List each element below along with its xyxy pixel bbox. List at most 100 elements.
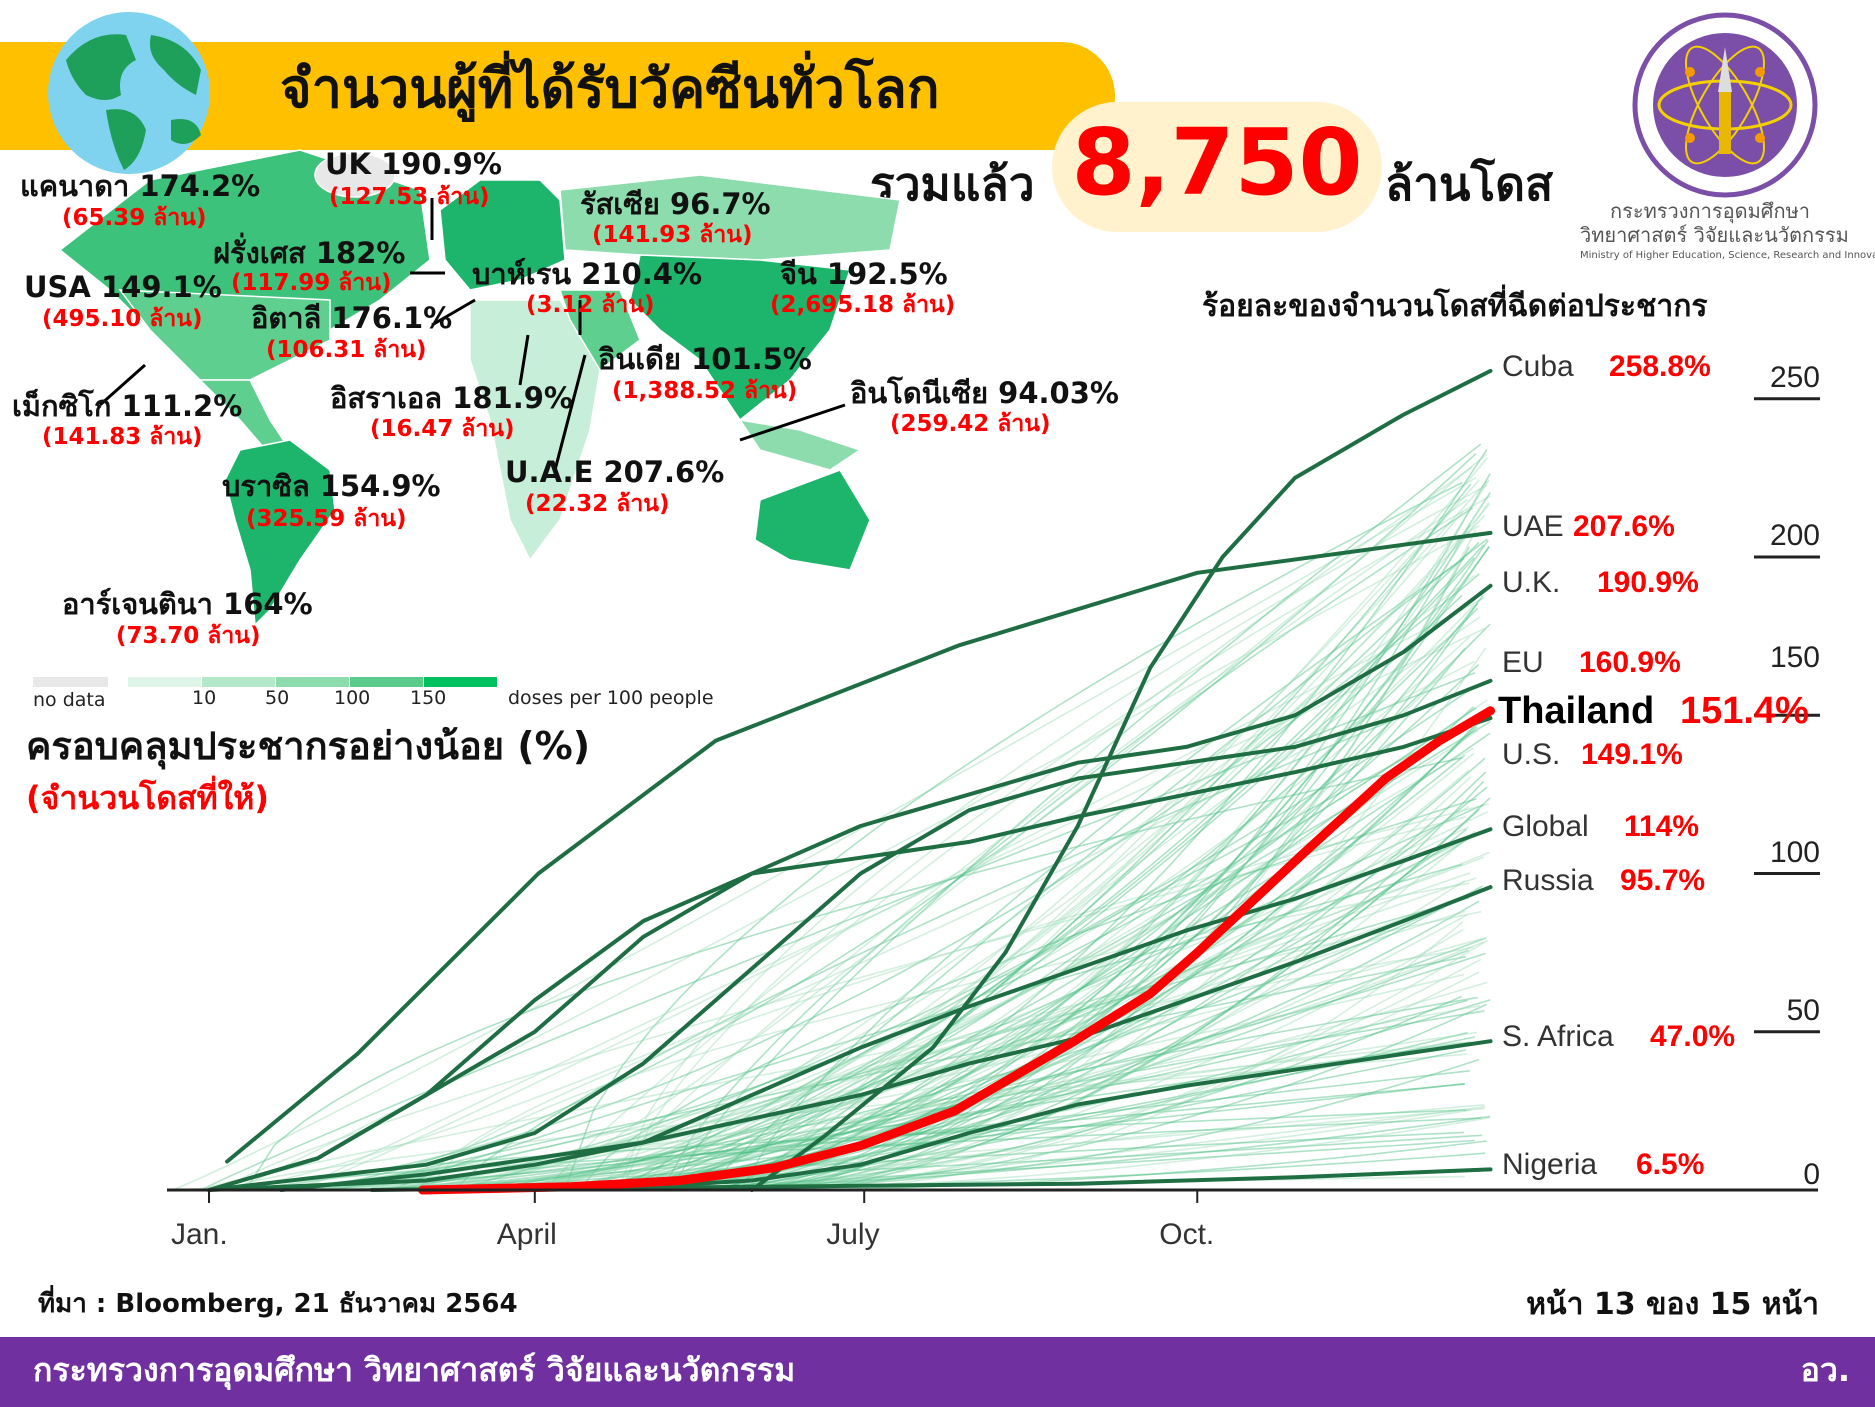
series-label-name: U.S. [1502,738,1561,771]
map-country-label: อินเดีย 101.5% [598,342,812,376]
background-country-line [560,699,1488,1191]
background-country-line [740,647,1466,1191]
background-country-line [718,716,1473,1191]
series-label-name: Cuba [1502,350,1574,383]
map-australia [754,469,871,571]
series-label-value: 190.9% [1597,566,1699,599]
background-country-line [785,958,1482,1191]
background-country-line [564,481,1463,1191]
map-europe [439,179,566,291]
map-country-doses: (259.42 ล้าน) [890,411,1051,437]
page-title: จำนวนผู้ที่ได้รับวัคซีนทั่วโลก [280,57,940,120]
series-label-value: 149.1% [1581,738,1683,771]
background-country-line [605,604,1475,1191]
globe-icon [48,12,210,174]
legend-swatch [202,677,275,687]
series-label-name: Russia [1502,864,1594,897]
background-country-line [650,594,1463,1191]
background-country-line [615,1010,1485,1191]
map-southeast-asia [738,418,862,471]
map-country-doses: (325.59 ล้าน) [246,506,407,532]
legend-swatch [424,677,497,687]
background-country-line [617,713,1488,1191]
background-country-line [528,544,1485,1191]
background-country-line [598,914,1468,1191]
background-country-line [704,538,1488,1191]
background-country-line [244,757,1463,1191]
background-country-line [479,1131,1465,1191]
x-tick-label: Oct. [1159,1218,1215,1251]
series-label-name: UAE [1502,510,1564,543]
map-country-label: อิตาลี 176.1% [251,301,453,335]
map-country-doses: (127.53 ล้าน) [329,184,490,210]
series-label-value: 207.6% [1573,510,1675,543]
background-country-line [672,941,1485,1191]
y-tick-label: 100 [1769,835,1820,869]
background-country-line [634,1139,1475,1191]
background-country-line [674,771,1487,1191]
map-country-doses: (141.83 ล้าน) [42,424,203,450]
background-country-line [716,546,1470,1191]
background-country-line [204,573,1480,1191]
series-label-name: U.K. [1502,566,1561,599]
series-line-s-africa [369,1039,1493,1192]
map-arrows [99,198,846,471]
footer-ministry: กระทรวงการอุดมศึกษา วิทยาศาสตร์ วิจัยและ… [33,1351,796,1389]
y-tick-label: 200 [1769,519,1820,552]
map-country-label: อิสราเอล 181.9% [330,381,573,415]
background-country-line [392,1082,1465,1191]
y-tick-label: 50 [1786,993,1820,1027]
series-line-u-s- [207,716,1493,1192]
background-country-line [739,557,1465,1191]
background-country-line [173,1031,1477,1191]
background-country-line [533,851,1490,1191]
background-country-line [598,498,1469,1191]
background-country-line [426,882,1470,1191]
map-country-doses: (106.31 ล้าน) [266,337,427,363]
background-country-line [390,863,1463,1191]
x-tick-label: July [826,1218,880,1251]
series-label-value: 151.4% [1680,690,1809,732]
background-country-line [732,1105,1486,1191]
background-country-line [646,449,1488,1191]
background-country-line [755,616,1481,1191]
background-country-line [669,443,1482,1191]
total-suffix: ล้านโดส [1385,157,1554,211]
legend-swatch [276,677,349,687]
map-country-doses: (22.32 ล้าน) [525,491,670,517]
background-country-line [288,453,1477,1191]
series-label-value: 47.0% [1650,1020,1736,1053]
background-country-line [679,797,1491,1191]
map-russia [559,174,901,261]
vaccination-line-chart [167,368,1820,1203]
footer-abbr: อว. [1800,1351,1850,1389]
background-country-line [530,453,1487,1191]
source-note: ที่มา : Bloomberg, 21 ธันวาคม 2564 [38,1289,518,1319]
series-line-russia [279,885,1493,1192]
background-country-line [710,928,1464,1191]
series-label-name: S. Africa [1502,1020,1614,1053]
series-label-value: 6.5% [1636,1148,1705,1181]
background-country-line [597,828,1468,1191]
background-country-line [296,627,1485,1191]
map-asia [629,254,852,422]
background-country-line [617,484,1488,1191]
background-country-line [630,483,1472,1191]
background-country-line [249,1109,1467,1191]
background-country-line [784,971,1480,1191]
background-country-line [475,503,1490,1191]
logo-name-th-2: วิทยาศาสตร์ วิจัยและนวัตกรรม [1580,223,1849,247]
map-country-label: บาห์เรน 210.4% [472,257,703,291]
background-country-line [736,546,1490,1191]
series-label-value: 258.8% [1609,350,1711,383]
background-country-line [294,885,1483,1191]
series-label-name: Nigeria [1502,1148,1598,1181]
legend-swatch [350,677,423,687]
world-map [58,149,901,627]
background-country-line [415,981,1488,1191]
map-country-label: เม็กซิโก 111.2% [12,389,243,423]
footer-bar [0,1337,1875,1407]
background-country-line [377,729,1479,1191]
map-country-doses: (495.10 ล้าน) [42,306,203,332]
legend-tick-150: 150 [410,687,447,709]
